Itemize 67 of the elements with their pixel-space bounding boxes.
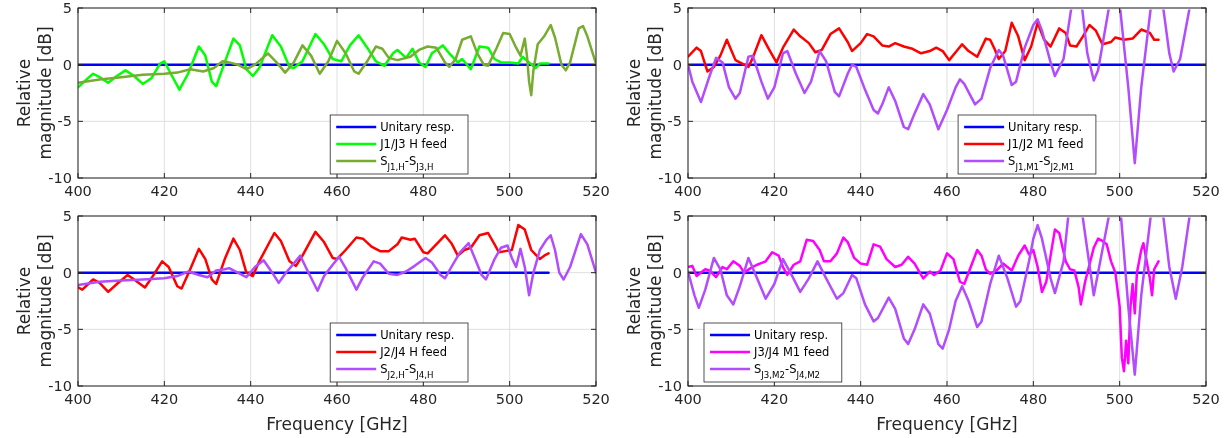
y-axis-title: Relative magnitude [dB] bbox=[624, 26, 665, 160]
line-series bbox=[688, 21, 1160, 73]
x-tick-label: 480 bbox=[409, 183, 438, 199]
legend-label: J1/J2 M1 feed bbox=[1007, 137, 1084, 151]
y-tick-label: 5 bbox=[672, 208, 682, 224]
x-tick-label: 420 bbox=[150, 391, 179, 407]
x-tick-label: 400 bbox=[64, 183, 92, 199]
y-axis-title: Relative magnitude [dB] bbox=[624, 234, 665, 368]
y-tick-label: -10 bbox=[48, 170, 72, 186]
x-tick-label: 400 bbox=[64, 391, 92, 407]
y-tick-label: 5 bbox=[62, 208, 72, 224]
line-series bbox=[78, 223, 550, 294]
y-tick-label: -10 bbox=[658, 378, 682, 394]
x-tick-label: 420 bbox=[760, 391, 789, 407]
line-series bbox=[78, 32, 550, 91]
y-tick-label: -5 bbox=[57, 113, 72, 130]
x-tick-label: 440 bbox=[846, 183, 875, 199]
x-tick-label: 520 bbox=[1192, 183, 1220, 199]
legend-label: Unitary resp. bbox=[380, 120, 455, 134]
x-tick-label: 440 bbox=[846, 391, 875, 407]
x-tick-label: 500 bbox=[1105, 391, 1134, 407]
line-series bbox=[78, 23, 596, 97]
x-tick-label: 500 bbox=[495, 391, 524, 407]
x-tick-label: 420 bbox=[760, 183, 789, 199]
x-tick-label: 400 bbox=[674, 391, 702, 407]
x-axis-title: Frequency [GHz] bbox=[266, 414, 408, 434]
legend-label: J2/J4 H feed bbox=[379, 345, 447, 359]
x-tick-label: 480 bbox=[409, 391, 438, 407]
x-tick-label: 480 bbox=[1019, 183, 1048, 199]
legend-label: Unitary resp. bbox=[380, 328, 455, 342]
y-tick-label: -5 bbox=[57, 321, 72, 338]
x-tick-label: 420 bbox=[150, 183, 179, 199]
y-tick-label: 0 bbox=[62, 264, 72, 281]
y-tick-label: 0 bbox=[62, 56, 72, 73]
x-tick-label: 460 bbox=[933, 183, 961, 199]
legend-label: Unitary resp. bbox=[754, 328, 829, 342]
x-tick-label: 520 bbox=[582, 183, 610, 199]
x-tick-label: 480 bbox=[1019, 391, 1048, 407]
line-series bbox=[78, 232, 596, 297]
y-tick-label: 0 bbox=[672, 264, 682, 281]
legend-label: S$_{J1,H}$-S$_{J3,H}$ bbox=[380, 154, 434, 172]
y-axis-title: Relative magnitude [dB] bbox=[14, 26, 55, 160]
legend-label: S$_{J2,H}$-S$_{J4,H}$ bbox=[380, 362, 434, 380]
y-tick-label: -10 bbox=[658, 170, 682, 186]
y-tick-label: -10 bbox=[48, 378, 72, 394]
x-tick-label: 460 bbox=[323, 183, 351, 199]
legend-label: J3/J4 M1 feed bbox=[753, 345, 830, 359]
legend-label: S$_{J3,M2}$-S$_{J4,M2}$ bbox=[754, 362, 821, 380]
x-tick-label: 500 bbox=[495, 183, 524, 199]
x-tick-label: 400 bbox=[674, 183, 702, 199]
x-tick-label: 460 bbox=[933, 391, 961, 407]
x-tick-label: 520 bbox=[582, 391, 610, 407]
x-tick-label: 500 bbox=[1105, 183, 1134, 199]
y-tick-label: -5 bbox=[667, 113, 682, 130]
legend-label: J1/J3 H feed bbox=[379, 137, 447, 151]
y-tick-label: 5 bbox=[62, 0, 72, 16]
y-axis-title: Relative magnitude [dB] bbox=[14, 234, 55, 368]
legend-label: Unitary resp. bbox=[1008, 120, 1083, 134]
x-tick-label: 440 bbox=[236, 391, 265, 407]
y-tick-label: -5 bbox=[667, 321, 682, 338]
x-axis-title: Frequency [GHz] bbox=[876, 414, 1018, 434]
x-tick-label: 440 bbox=[236, 183, 265, 199]
legend-label: S$_{J1,M1}$-S$_{J2,M1}$ bbox=[1008, 154, 1075, 172]
x-tick-label: 460 bbox=[323, 391, 351, 407]
y-tick-label: 5 bbox=[672, 0, 682, 16]
x-tick-label: 520 bbox=[1192, 391, 1220, 407]
y-tick-label: 0 bbox=[672, 56, 682, 73]
